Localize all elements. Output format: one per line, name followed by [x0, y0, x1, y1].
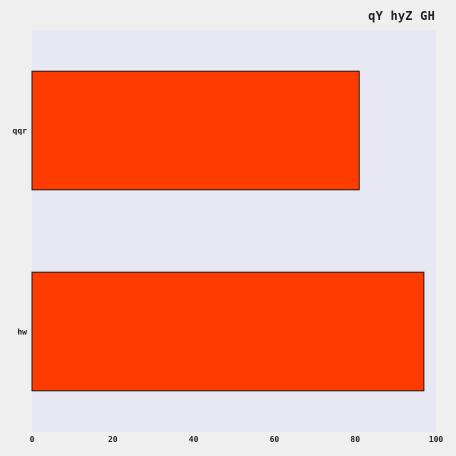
bar-hw [31, 271, 425, 392]
x-tick-label-100: 100 [429, 435, 444, 444]
chart-title: qY hyZ GH [368, 9, 435, 23]
x-tick-label-20: 20 [108, 435, 118, 444]
y-tick-label-qqr: qqr [13, 127, 28, 136]
x-tick-label-60: 60 [270, 435, 280, 444]
y-tick-label-hw: hw [17, 328, 27, 337]
bars-group [31, 70, 425, 392]
x-tick-label-80: 80 [350, 435, 360, 444]
x-tick-label-40: 40 [189, 435, 199, 444]
y-tick-labels: hw qqr [13, 127, 28, 337]
x-tick-label-0: 0 [30, 435, 35, 444]
bar-qqr [31, 70, 360, 191]
x-tick-labels: 0 20 40 60 80 100 [30, 435, 444, 444]
